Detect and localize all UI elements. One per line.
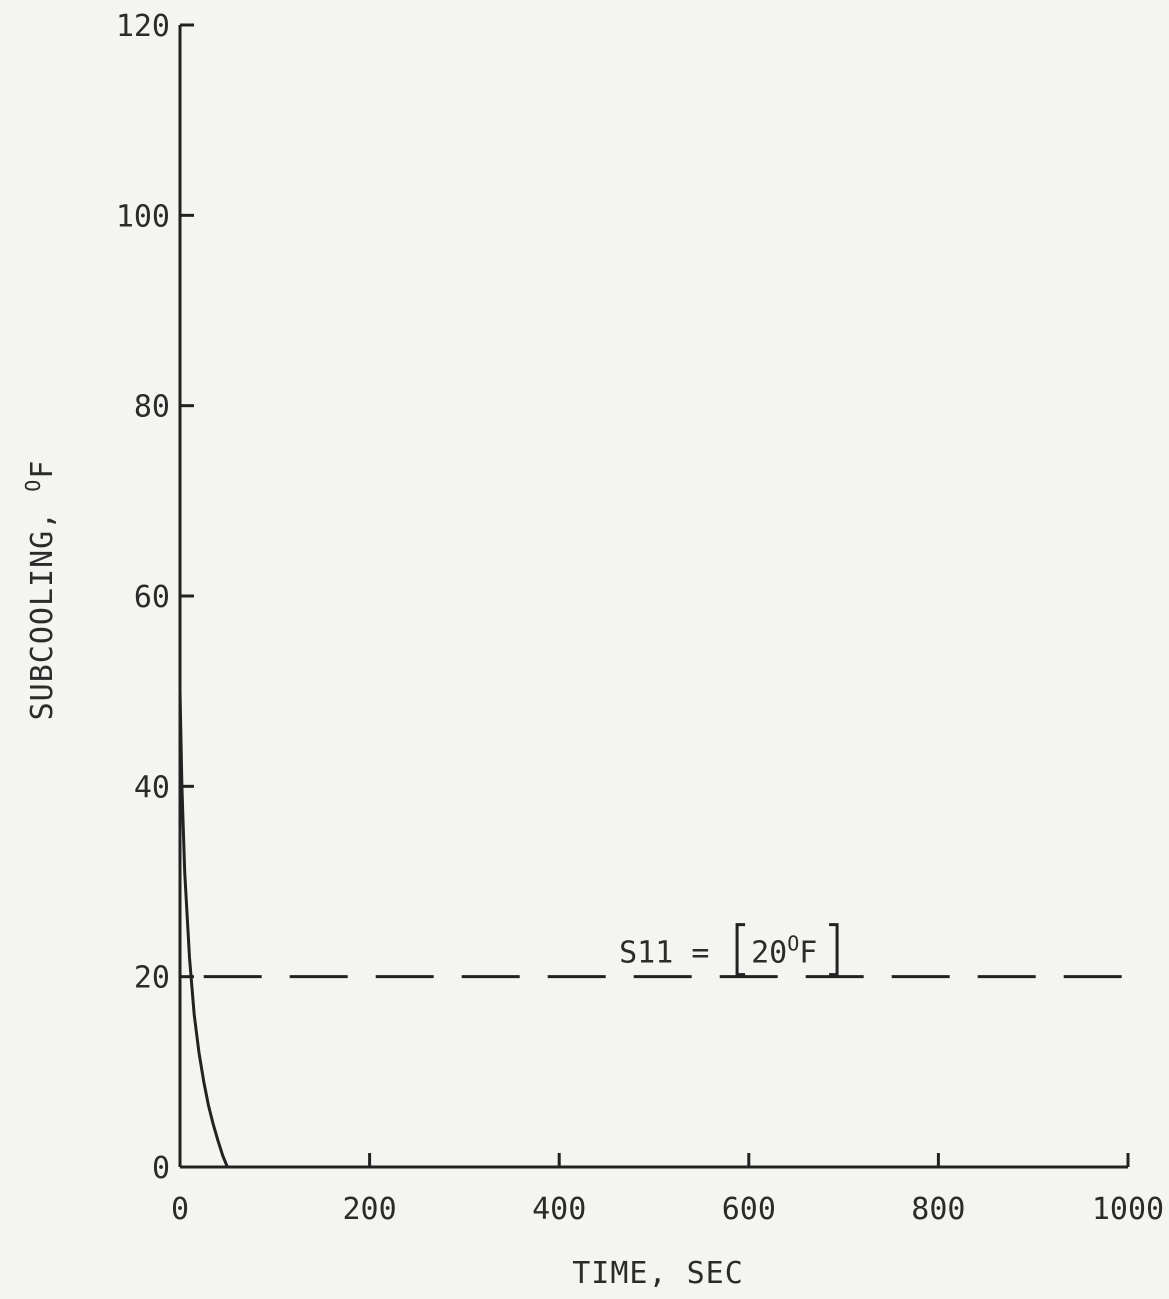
y-tick-label: 60 (134, 580, 170, 615)
y-tick-label: 40 (134, 770, 170, 805)
x-tick-label: 600 (722, 1192, 776, 1227)
x-tick-label: 0 (171, 1192, 189, 1227)
y-tick-label: 120 (116, 9, 170, 44)
annotation-label: S11 = (619, 936, 709, 971)
y-axis-title-degree: O (21, 479, 45, 492)
annotation-bracket-right (829, 923, 839, 977)
x-tick-label: 400 (532, 1192, 586, 1227)
y-axis-title: SUBCOOLING, OF (21, 460, 60, 721)
y-axis-title-unit: F (25, 460, 60, 479)
annotation-value: 20OF (751, 932, 817, 971)
axes (178, 25, 1128, 1169)
x-axis-title: TIME, SEC (572, 1256, 744, 1291)
annotations: S11 = 20OF (619, 923, 839, 977)
series-group (178, 691, 1128, 1169)
y-axis-title-text: SUBCOOLING, (25, 492, 60, 721)
y-tick-label: 20 (134, 961, 170, 996)
x-tick-label: 200 (343, 1192, 397, 1227)
y-tick-label: 0 (152, 1151, 170, 1186)
ticks: 0 200 400 600 800 1000 0 20 40 60 80 100 120 (116, 9, 1164, 1227)
x-tick-label: 800 (911, 1192, 965, 1227)
annotation-bracket-left (735, 923, 746, 977)
series-line (178, 691, 1128, 1169)
y-tick-label: 100 (116, 199, 170, 234)
y-tick-label: 80 (134, 390, 170, 425)
x-tick-label: 1000 (1092, 1192, 1164, 1227)
